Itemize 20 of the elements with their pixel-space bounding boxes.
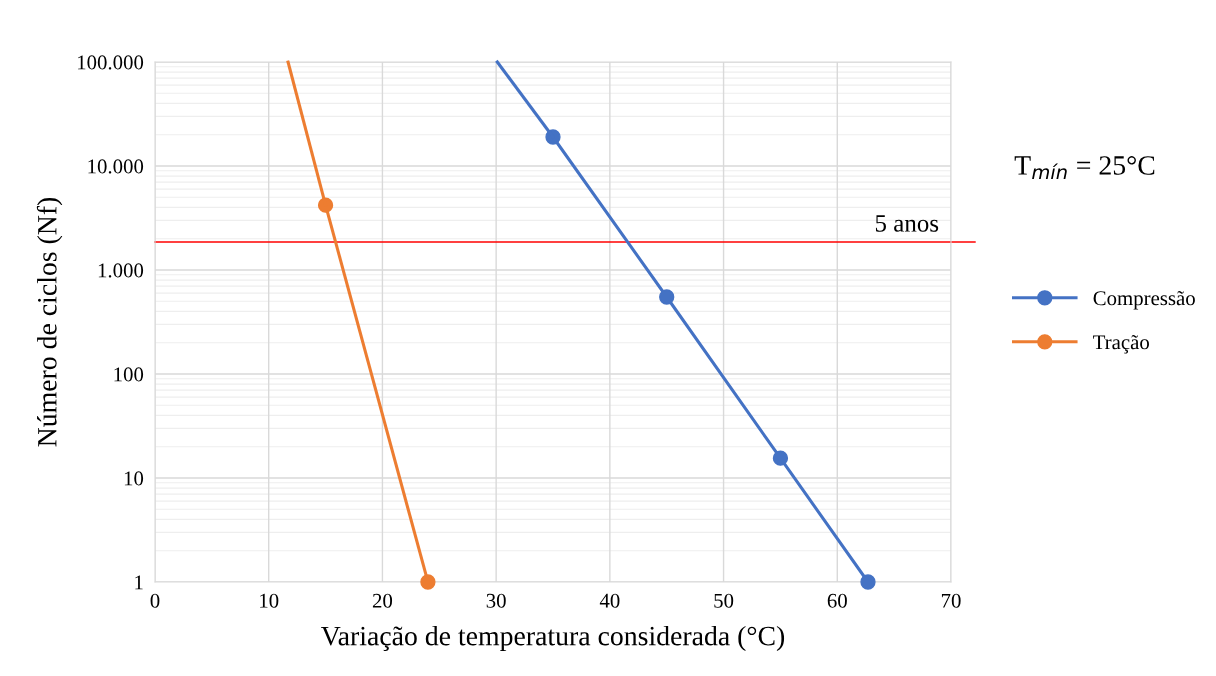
y-tick-label: 10 <box>124 471 144 486</box>
x-tick-label: 40 <box>599 593 620 608</box>
ref-line-label: 5 anos <box>875 215 939 232</box>
y-tick-label: 100 <box>114 367 144 382</box>
x-tick-label: 60 <box>827 593 847 608</box>
x-tick-label: 20 <box>372 593 393 608</box>
y-tick-label: 10.000 <box>88 159 144 174</box>
y-tick-label: 1.000 <box>98 263 144 278</box>
y-tick-label: 100.000 <box>78 55 144 70</box>
y-axis-title: Número de ciclos (Nf) <box>36 197 63 447</box>
x-tick-label: 50 <box>714 593 734 608</box>
legend-label: Compressão <box>1093 291 1195 310</box>
x-tick-label: 70 <box>941 593 961 608</box>
x-tick-label: 30 <box>486 593 506 608</box>
text: T$_{mín}$ = 25°C <box>1014 156 1155 180</box>
legend-label: Tração <box>1093 335 1149 354</box>
x-tick-label: 10 <box>260 593 279 608</box>
x-axis-title: Variação de temperatura considerada (°C) <box>321 625 785 652</box>
x-tick-label: 0 <box>150 593 160 608</box>
y-tick-label: 1 <box>135 575 143 590</box>
